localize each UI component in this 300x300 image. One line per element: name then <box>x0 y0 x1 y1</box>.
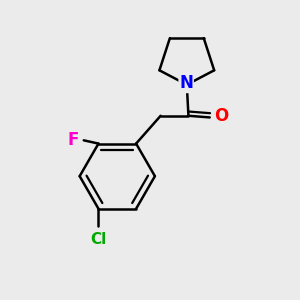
Text: N: N <box>179 74 193 92</box>
Text: O: O <box>214 107 228 125</box>
Text: Cl: Cl <box>90 232 106 247</box>
Text: F: F <box>68 131 79 149</box>
